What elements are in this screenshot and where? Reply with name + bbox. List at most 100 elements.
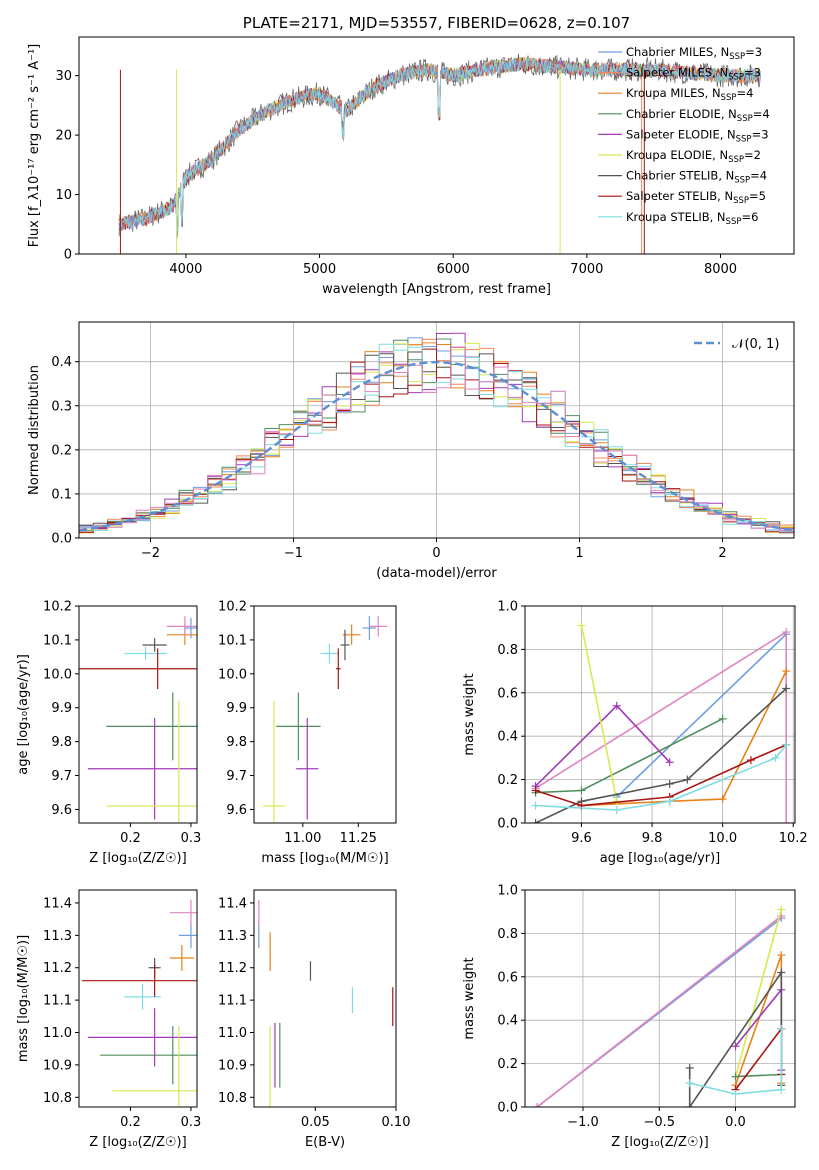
y-tick-label: 11.2: [43, 961, 72, 976]
y-tick-label: 10.2: [218, 600, 247, 615]
mass-weight-line: [536, 915, 782, 1107]
mass-weight-line: [581, 670, 787, 807]
y-tick-label: 0.6: [497, 686, 518, 701]
chart-spectrum: 4000 5000 6000 7000 8000 0 10 20 30 wavelength [A…: [27, 14, 795, 297]
legend-entry: Kroupa ELODIE, NSSP=2: [626, 148, 761, 165]
legend-entry: Chabrier ELODIE, NSSP=4: [626, 107, 770, 124]
x-axis-label: wavelength [Angstrom, rest frame]: [322, 282, 551, 297]
y-tick-label: 10.9: [218, 1058, 247, 1073]
x-tick-label: 2: [718, 546, 726, 561]
y-tick-label: 20: [55, 129, 72, 144]
x-tick-label: −2: [141, 546, 160, 561]
legend-entry: Salpeter MILES, NSSP=3: [626, 66, 761, 83]
y-tick-label: 11.0: [218, 1026, 247, 1041]
x-tick-label: −0.5: [643, 1115, 675, 1130]
mass-weight-line: [689, 1028, 783, 1095]
x-axis-label: E(B-V): [305, 1135, 345, 1150]
x-tick-label: 9.6: [571, 831, 592, 846]
chart-age_vs_mass: 11.00 11.25 9.6 9.7 9.8 9.9 10.0 10.1 10.2 mass […: [218, 600, 397, 866]
y-tick-label: 30: [55, 69, 72, 84]
x-tick-label: 8000: [704, 262, 737, 277]
legend-entry: Salpeter STELIB, NSSP=5: [626, 189, 766, 206]
axes-frame: [253, 889, 397, 1108]
y-tick-label: 9.8: [226, 735, 247, 750]
y-tick-label: 9.9: [51, 701, 72, 716]
y-tick-label: 11.1: [218, 994, 247, 1009]
y-tick-label: 10.8: [43, 1091, 72, 1106]
mass-weight-line: [580, 625, 618, 802]
legend-entry: Chabrier MILES, NSSP=3: [626, 45, 762, 62]
y-tick-label: 0.8: [497, 927, 518, 942]
y-tick-label: 11.4: [218, 896, 247, 911]
mass-weight-line: [535, 630, 787, 823]
x-axis-label: Z [log₁₀(Z/Z☉)]: [89, 1135, 186, 1150]
normal-curve: [79, 360, 794, 532]
histogram-step: [79, 346, 794, 534]
x-tick-label: −1.0: [567, 1115, 599, 1130]
plot-area: [531, 621, 791, 823]
plot-area: [262, 616, 388, 823]
y-axis-label: Normed distribution: [27, 365, 42, 495]
y-tick-label: 0.2: [497, 1057, 518, 1072]
legend-entry: Kroupa MILES, NSSP=4: [626, 86, 753, 103]
plot-area: [118, 53, 761, 254]
y-tick-label: 11.0: [43, 1026, 72, 1041]
y-tick-label: 10.0: [43, 667, 72, 682]
y-tick-label: 0.4: [497, 730, 518, 745]
chart-mass_vs_EBV: 0.05 0.10 10.8 10.9 11.0 11.1 11.2 11.3 11.4 E(B-…: [218, 889, 411, 1150]
histogram-step: [79, 346, 794, 532]
y-axis-label: mass weight: [462, 957, 477, 1039]
axes-frame: [524, 889, 796, 1108]
spectrum-model-line: [118, 57, 761, 239]
y-tick-label: 9.6: [51, 803, 72, 818]
y-tick-label: 0.8: [497, 643, 518, 658]
y-tick-label: 0: [64, 248, 72, 263]
y-tick-label: 1.0: [497, 884, 518, 899]
axes-frame: [78, 889, 198, 1108]
x-axis-label: age [log₁₀(age/yr)]: [600, 851, 721, 866]
chart-mass_vs_Z: 0.2 0.3 10.8 10.9 11.0 11.1 11.2 11.3 11.4 Z [log…: [16, 889, 201, 1150]
legend: Chabrier MILES, NSSP=3 Salpeter MILES, NS…: [598, 45, 770, 227]
legend-entry: 𝒩(0, 1): [732, 337, 779, 352]
y-tick-label: 9.6: [226, 803, 247, 818]
y-tick-label: 1.0: [497, 600, 518, 615]
legend-entry: Salpeter ELODIE, NSSP=3: [626, 127, 769, 144]
y-tick-label: 0.1: [51, 487, 72, 502]
x-tick-label: 0.10: [382, 1115, 411, 1130]
y-tick-label: 9.7: [51, 769, 72, 784]
y-axis-label: mass [log₁₀(M/M☉)]: [16, 935, 31, 1062]
y-tick-label: 0.4: [51, 355, 72, 370]
y-tick-label: 0.0: [497, 1101, 518, 1116]
spectrum-model-line: [118, 57, 761, 232]
y-tick-label: 0.4: [497, 1014, 518, 1029]
x-axis-label: (data-model)/error: [376, 566, 497, 581]
x-tick-label: 10.0: [708, 831, 737, 846]
chart-age_vs_Z: 0.2 0.3 9.6 9.7 9.8 9.9 10.0 10.1 10.2 Z [log₁₀(Z…: [16, 600, 201, 867]
x-tick-label: 11.25: [340, 831, 377, 846]
y-tick-label: 10.8: [218, 1091, 247, 1106]
spectrum-model-line: [118, 57, 761, 231]
y-tick-label: 11.2: [218, 961, 247, 976]
x-tick-label: 0.05: [301, 1115, 330, 1130]
axes-frame: [253, 605, 397, 824]
x-tick-label: 1: [575, 546, 583, 561]
y-axis-label: age [log₁₀(age/yr)]: [16, 654, 31, 775]
x-tick-label: 6000: [437, 262, 470, 277]
x-tick-label: 9.8: [642, 831, 663, 846]
y-tick-label: 11.3: [43, 929, 72, 944]
x-axis-label: Z [log₁₀(Z/Z☉)]: [611, 1135, 708, 1150]
y-tick-label: 0.0: [51, 532, 72, 547]
y-tick-label: 9.8: [51, 735, 72, 750]
plot-area: [79, 332, 794, 534]
y-axis-label: Flux [f_λ10⁻¹⁷ erg cm⁻² s⁻¹ A⁻¹]: [27, 44, 42, 248]
y-tick-label: 0.2: [51, 443, 72, 458]
y-tick-label: 11.3: [218, 929, 247, 944]
plot-area: [533, 905, 786, 1107]
mass-weight-line: [734, 909, 783, 1077]
x-tick-label: −1: [284, 546, 303, 561]
chart-mw_vs_age: 9.6 9.8 10.0 10.2 0.0 0.2 0.4 0.6 0.8 1.0 age [log…: [462, 600, 808, 867]
y-axis-label: mass weight: [462, 673, 477, 755]
x-tick-label: 4000: [169, 262, 202, 277]
plot-area: [79, 616, 197, 823]
x-tick-label: 0.2: [120, 1115, 141, 1130]
